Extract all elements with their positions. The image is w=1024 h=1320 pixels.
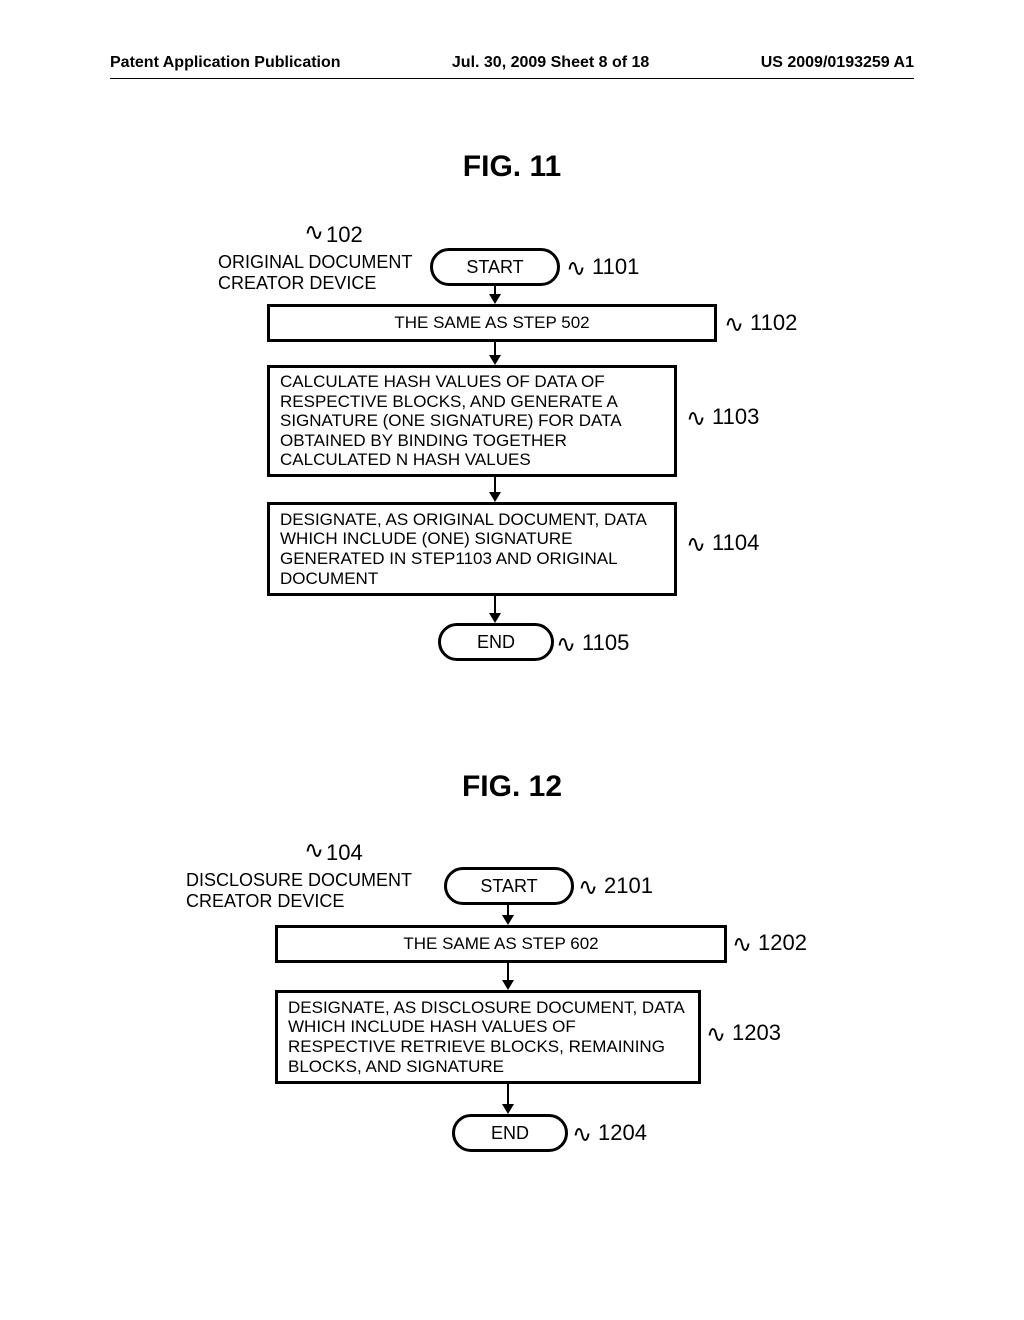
fig11-end-text: END	[477, 632, 515, 653]
fig11-1103-ref: 1103	[712, 404, 759, 430]
fig12-start-ref: 2101	[604, 873, 653, 899]
header-left: Patent Application Publication	[110, 54, 341, 72]
fig11-1104-ref: 1104	[712, 530, 759, 556]
fig11-start-ref: 1101	[592, 254, 639, 280]
header-center: Jul. 30, 2009 Sheet 8 of 18	[452, 54, 649, 72]
fig11-step-1102: THE SAME AS STEP 502	[267, 304, 717, 342]
fig12-1202-ref: 1202	[758, 930, 807, 956]
fig12-end: END	[452, 1114, 568, 1152]
fig11-1102-tilde: ∿	[724, 310, 744, 339]
fig12-step-1203-text: DESIGNATE, AS DISCLOSURE DOCUMENT, DATA …	[288, 998, 688, 1076]
fig11-device-label-line2: CREATOR DEVICE	[218, 273, 376, 293]
fig12-device-label-line1: DISCLOSURE DOCUMENT	[186, 870, 412, 890]
fig11-device-ref: 102	[326, 222, 363, 248]
fig12-title: FIG. 12	[412, 770, 612, 804]
fig11-end-tilde: ∿	[556, 630, 576, 659]
fig11-1102-ref: 1102	[750, 310, 797, 336]
fig12-device-ref: 104	[326, 840, 363, 866]
fig11-device-label-line1: ORIGINAL DOCUMENT	[218, 252, 412, 272]
fig12-1202-tilde: ∿	[732, 930, 752, 959]
fig11-start-tilde: ∿	[566, 254, 586, 283]
fig11-1103-tilde: ∿	[686, 404, 706, 433]
fig11-step-1103: CALCULATE HASH VALUES OF DATA OF RESPECT…	[267, 365, 677, 477]
fig11-step-1102-text: THE SAME AS STEP 502	[394, 313, 589, 333]
fig12-1203-ref: 1203	[732, 1020, 781, 1046]
fig12-device-label-line2: CREATOR DEVICE	[186, 891, 344, 911]
fig12-start-tilde: ∿	[578, 873, 598, 902]
fig11-1104-tilde: ∿	[686, 530, 706, 559]
fig11-device-tilde: ∿	[304, 218, 324, 247]
fig11-title: FIG. 11	[412, 150, 612, 184]
fig12-step-1202-text: THE SAME AS STEP 602	[403, 934, 598, 954]
fig12-start: START	[444, 867, 574, 905]
fig11-step-1103-text: CALCULATE HASH VALUES OF DATA OF RESPECT…	[280, 372, 664, 470]
fig11-device-label: ORIGINAL DOCUMENT CREATOR DEVICE	[218, 252, 412, 293]
page-header: Patent Application Publication Jul. 30, …	[110, 54, 914, 72]
fig11-step-1104-text: DESIGNATE, AS ORIGINAL DOCUMENT, DATA WH…	[280, 510, 664, 588]
fig12-step-1202: THE SAME AS STEP 602	[275, 925, 727, 963]
fig11-end: END	[438, 623, 554, 661]
fig12-end-tilde: ∿	[572, 1120, 592, 1149]
fig12-start-text: START	[480, 876, 537, 897]
fig11-start-text: START	[466, 257, 523, 278]
fig11-start: START	[430, 248, 560, 286]
fig12-end-ref: 1204	[598, 1120, 647, 1146]
fig12-step-1203: DESIGNATE, AS DISCLOSURE DOCUMENT, DATA …	[275, 990, 701, 1084]
fig12-1203-tilde: ∿	[706, 1020, 726, 1049]
header-right: US 2009/0193259 A1	[761, 54, 914, 72]
fig11-end-ref: 1105	[582, 630, 629, 656]
fig12-end-text: END	[491, 1123, 529, 1144]
header-rule	[110, 78, 914, 79]
page: Patent Application Publication Jul. 30, …	[0, 0, 1024, 1320]
fig11-step-1104: DESIGNATE, AS ORIGINAL DOCUMENT, DATA WH…	[267, 502, 677, 596]
fig12-device-label: DISCLOSURE DOCUMENT CREATOR DEVICE	[186, 870, 412, 911]
fig12-device-tilde: ∿	[304, 836, 324, 865]
